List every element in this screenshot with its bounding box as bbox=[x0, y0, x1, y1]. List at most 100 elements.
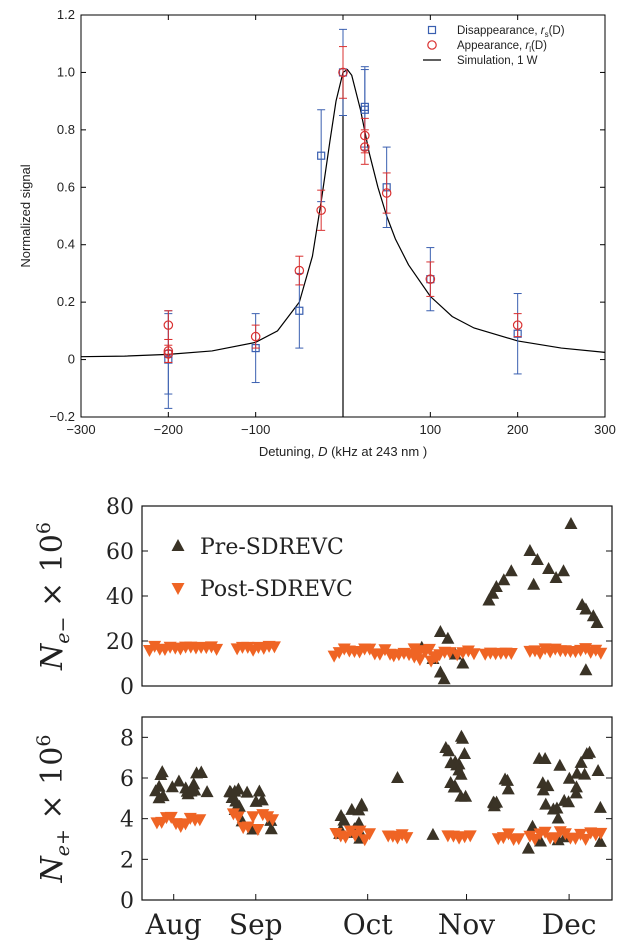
legend-label-pre: Pre-SDREVC bbox=[200, 535, 344, 560]
post-sdrevc-point bbox=[241, 821, 255, 834]
appearance-point bbox=[316, 205, 326, 216]
x-tick-label: 300 bbox=[594, 422, 616, 437]
pre-sdrevc-point bbox=[439, 741, 453, 754]
pre-sdrevc-point bbox=[497, 573, 511, 586]
post-sdrevc-point bbox=[463, 830, 477, 843]
legend-subscript: l bbox=[529, 45, 531, 54]
x-tick-label-month: Sep bbox=[229, 908, 283, 941]
legend-square-marker bbox=[427, 25, 437, 35]
legend: Pre-SDREVC Post-SDREVC bbox=[171, 535, 353, 602]
disappearance-point bbox=[317, 151, 326, 160]
pre-sdrevc-point bbox=[530, 553, 544, 565]
legend-subscript: s bbox=[545, 30, 549, 39]
y-tick-label: 8 bbox=[120, 726, 134, 751]
detuning-chart: −300 −200 −100 100 200 300 −0.2 0 0.2 0.4 0.6 0.8 1.… bbox=[18, 7, 616, 459]
post-sdrevc-point bbox=[353, 825, 367, 838]
y-tick-label: 20 bbox=[106, 630, 134, 655]
pre-sdrevc-point bbox=[553, 758, 567, 771]
pre-sdrevc-point bbox=[459, 789, 473, 802]
y-axis-label: Ne− × 106 bbox=[33, 522, 74, 671]
pre-sdrevc-point bbox=[501, 782, 515, 795]
y-tick-label: 60 bbox=[106, 540, 134, 565]
pre-sdrevc-point bbox=[557, 793, 571, 806]
post-sdrevc-point bbox=[246, 811, 260, 824]
y-tick-label: 0 bbox=[120, 889, 134, 914]
pre-sdrevc-point bbox=[583, 745, 597, 758]
x-tick-label-month: Oct bbox=[343, 908, 394, 941]
pre-sdrevc-point bbox=[391, 771, 405, 783]
pre-sdrevc-point bbox=[521, 841, 535, 854]
y-tick-label: 80 bbox=[106, 495, 134, 520]
post-sdrevc-point bbox=[251, 823, 265, 836]
y-tick-label: 4 bbox=[120, 808, 134, 833]
post-sdrevc-point bbox=[400, 832, 414, 845]
pre-sdrevc-point bbox=[184, 784, 198, 797]
post-sdrevc-point bbox=[231, 811, 245, 824]
y-tick-label: 1.2 bbox=[57, 7, 75, 22]
x-tick-label: 200 bbox=[507, 422, 529, 437]
pre-sdrevc-point bbox=[523, 544, 537, 556]
x-tick-label-month: Nov bbox=[438, 908, 495, 941]
pre-sdrevc-point bbox=[551, 811, 565, 824]
pre-sdrevc-point bbox=[504, 564, 518, 577]
pre-sdrevc-point bbox=[441, 631, 455, 644]
legend-label-post: Post-SDREVC bbox=[200, 577, 353, 602]
post-sdrevc-point bbox=[267, 641, 281, 654]
pre-sdrevc-point bbox=[557, 564, 571, 577]
post-sdrevc-point bbox=[418, 646, 432, 659]
post-sdrevc-point bbox=[363, 828, 377, 841]
post-sdrevc-point bbox=[430, 652, 444, 665]
appearance-point bbox=[250, 331, 261, 342]
pre-sdrevc-point bbox=[498, 772, 512, 785]
y-axis-label-multiplier: × 10 bbox=[35, 534, 70, 616]
legend-symbol: r bbox=[541, 25, 546, 37]
pre-sdrevc-point bbox=[579, 663, 593, 676]
y-tick-label: 0.2 bbox=[57, 294, 75, 309]
y-axis-label-subscript: e+ bbox=[52, 829, 74, 856]
pre-sdrevc-point bbox=[187, 777, 201, 790]
pre-sdrevc-point bbox=[486, 586, 500, 599]
x-tick-label: −300 bbox=[66, 422, 95, 437]
x-axis-label: Detuning, D (kHz at 243 nm ) bbox=[259, 444, 427, 459]
pre-sdrevc-point bbox=[562, 771, 576, 784]
appearance-point bbox=[163, 320, 174, 330]
y-tick-label: 0.4 bbox=[57, 237, 75, 252]
appearance-point bbox=[512, 320, 523, 330]
y-tick-label: 6 bbox=[120, 767, 134, 792]
pre-sdrevc-point bbox=[579, 602, 593, 615]
post-sdrevc-point bbox=[504, 648, 518, 661]
y-axis-label: Ne+ × 106 bbox=[33, 735, 74, 884]
post-sdrevc-point bbox=[210, 643, 224, 656]
legend-label-text: Appearance, bbox=[457, 40, 525, 52]
y-tick-label: −0.2 bbox=[49, 409, 75, 424]
pre-sdrevc-point bbox=[240, 785, 254, 798]
x-axis-label-symbol: D bbox=[318, 444, 327, 459]
x-axis-label-text: Detuning, bbox=[259, 444, 318, 459]
x-tick-label-month: Aug bbox=[145, 908, 202, 941]
pre-sdrevc-point bbox=[533, 834, 547, 847]
pre-sdrevc-point bbox=[444, 775, 458, 788]
x-tick-label: −100 bbox=[241, 422, 270, 437]
pre-sdrevc-point bbox=[155, 765, 169, 778]
y-tick-label: 0 bbox=[120, 675, 134, 700]
legend-pre-marker bbox=[171, 539, 185, 551]
pre-sdrevc-point bbox=[482, 593, 496, 606]
y-axis-label-symbol: N bbox=[35, 854, 70, 883]
pre-sdrevc-point bbox=[165, 780, 179, 793]
pre-sdrevc-point bbox=[578, 767, 592, 780]
y-tick-label: 0.8 bbox=[57, 122, 75, 137]
electron-count-chart: 0 20 40 60 80 Ne− × 106 Pre-SDREVC Post-SDREVC bbox=[33, 495, 613, 700]
pre-sdrevc-point bbox=[345, 802, 359, 815]
pre-sdrevc-point bbox=[542, 562, 556, 574]
legend-label: Simulation, 1 W bbox=[457, 55, 538, 67]
legend-label: Disappearance, rs(D) bbox=[457, 25, 565, 39]
pre-sdrevc-point bbox=[444, 756, 458, 769]
post-sdrevc-point bbox=[266, 814, 280, 827]
pre-sdrevc-point bbox=[539, 797, 553, 810]
pre-sdrevc-point bbox=[228, 784, 242, 797]
post-sdrevc-point bbox=[548, 832, 562, 845]
pre-sdrevc-point bbox=[456, 731, 470, 744]
pre-sdrevc-point bbox=[255, 793, 269, 806]
